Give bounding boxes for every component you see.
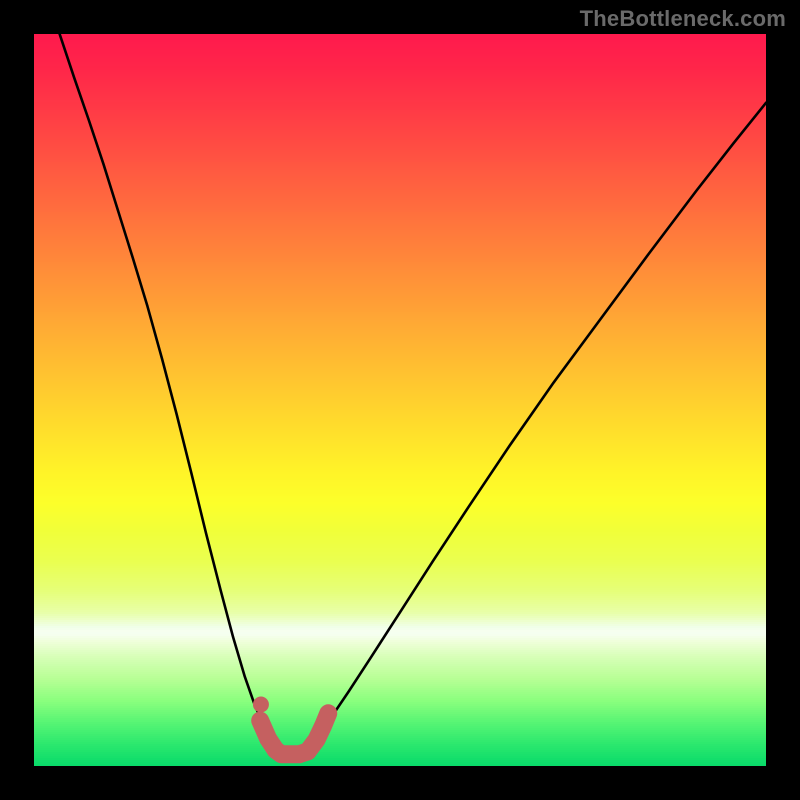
marker-u-dot xyxy=(253,697,269,713)
marker-u-seg-2 xyxy=(308,713,328,751)
watermark-text: TheBottleneck.com xyxy=(580,6,786,32)
chart-frame: TheBottleneck.com xyxy=(0,0,800,800)
right-curve xyxy=(312,103,766,744)
plot-area xyxy=(34,34,766,766)
left-curve xyxy=(60,34,272,743)
curves-layer xyxy=(34,34,766,766)
